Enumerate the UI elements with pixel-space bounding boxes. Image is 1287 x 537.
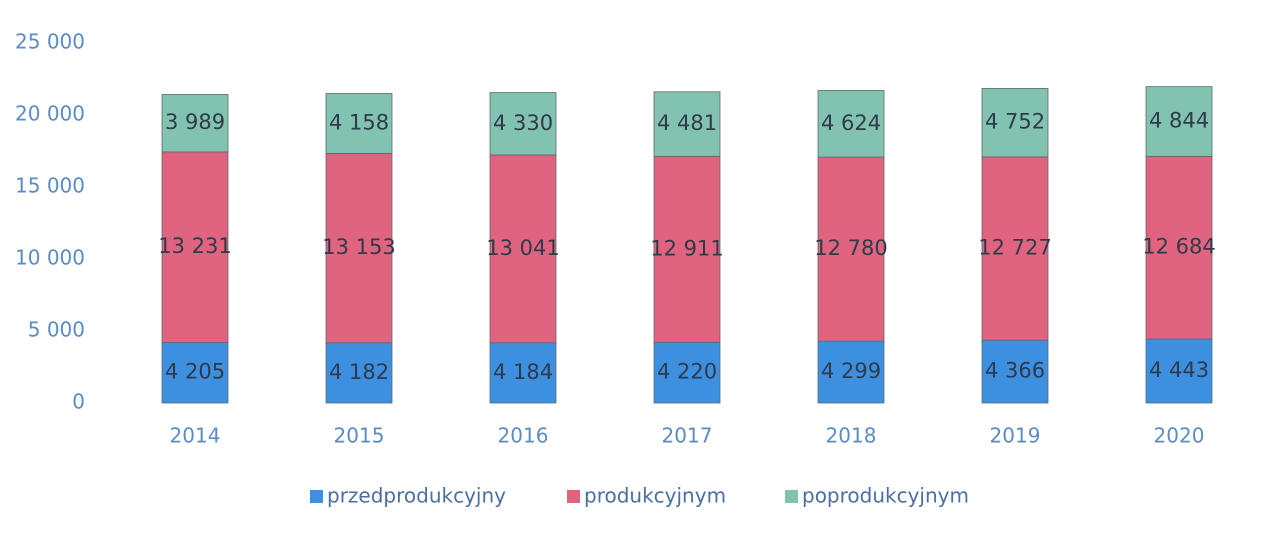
bar-segment	[1145, 86, 1213, 157]
data-label: 3 989	[165, 110, 225, 134]
x-tick-label: 2020	[1154, 424, 1205, 448]
bar-segment	[325, 342, 393, 404]
x-tick-label: 2017	[662, 424, 713, 448]
bar-segment	[1145, 155, 1213, 340]
data-label: 13 231	[158, 234, 231, 258]
y-tick-label: 25 000	[15, 30, 85, 54]
bar-segment	[653, 91, 721, 157]
legend-label: produkcyjnym	[584, 484, 726, 508]
data-label: 4 220	[657, 360, 717, 384]
bar-segment	[981, 88, 1049, 158]
data-label: 4 844	[1149, 108, 1209, 132]
data-label: 4 366	[985, 359, 1045, 383]
bar-segment	[489, 92, 557, 156]
bar-segment	[161, 151, 229, 343]
bar-segment	[817, 90, 885, 158]
bar-segment	[489, 154, 557, 344]
legend-label: poprodukcyjnym	[802, 484, 969, 508]
bar-segment	[653, 341, 721, 404]
legend-swatch	[567, 490, 580, 503]
bar-segment	[817, 340, 885, 404]
bar-segment	[161, 342, 229, 404]
data-label: 12 684	[1142, 235, 1215, 259]
y-tick-label: 10 000	[15, 246, 85, 270]
bar-segment	[653, 155, 721, 343]
y-tick-label: 0	[72, 390, 85, 414]
bar-segment	[1145, 338, 1213, 404]
data-label: 4 443	[1149, 358, 1209, 382]
y-tick-label: 20 000	[15, 102, 85, 126]
x-tick-label: 2014	[170, 424, 221, 448]
x-tick-label: 2015	[334, 424, 385, 448]
x-tick-label: 2016	[498, 424, 549, 448]
legend-swatch	[785, 490, 798, 503]
y-tick-label: 5 000	[28, 318, 85, 342]
data-label: 12 780	[814, 236, 887, 260]
y-tick-label: 15 000	[15, 174, 85, 198]
bar-segment	[325, 93, 393, 154]
data-label: 13 153	[322, 235, 395, 259]
data-label: 4 330	[493, 111, 553, 135]
bar-segment	[161, 94, 229, 153]
bar-segment	[489, 342, 557, 404]
data-label: 4 182	[329, 360, 389, 384]
data-label: 4 481	[657, 111, 717, 135]
data-label: 4 624	[821, 111, 881, 135]
bar-segment	[981, 156, 1049, 341]
data-label: 4 752	[985, 110, 1045, 134]
bar-segment	[981, 339, 1049, 404]
data-label: 4 184	[493, 360, 553, 384]
x-tick-label: 2019	[990, 424, 1041, 448]
data-label: 13 041	[486, 236, 559, 260]
legend-swatch	[310, 490, 323, 503]
x-tick-label: 2018	[826, 424, 877, 448]
bar-segment	[325, 152, 393, 344]
data-label: 12 911	[650, 236, 723, 260]
data-label: 4 299	[821, 359, 881, 383]
legend-label: przedprodukcyjny	[327, 484, 506, 508]
data-label: 4 205	[165, 360, 225, 384]
data-label: 12 727	[978, 235, 1051, 259]
data-label: 4 158	[329, 110, 389, 134]
